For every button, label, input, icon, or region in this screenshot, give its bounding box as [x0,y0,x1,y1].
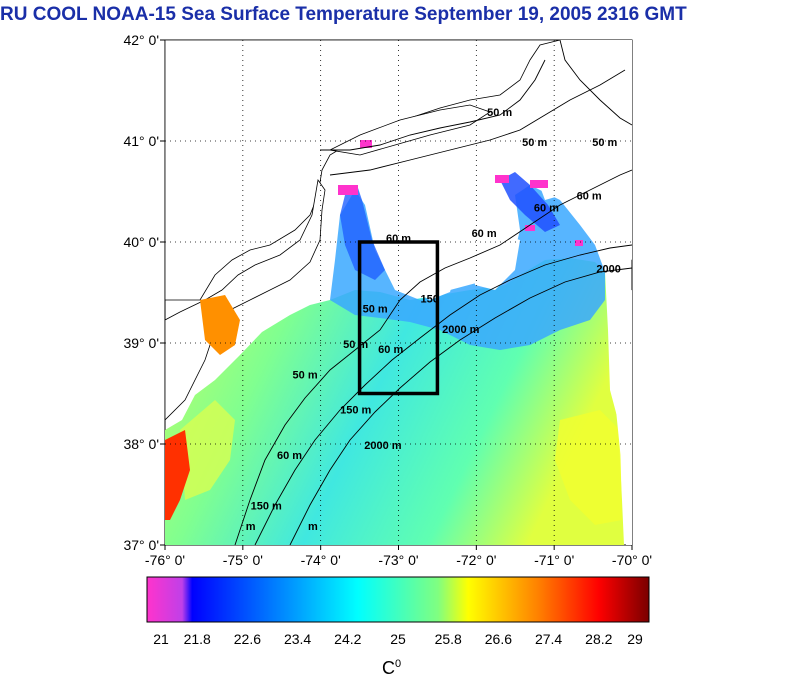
contour-label: 2000 m [442,324,480,336]
contour-label: 50 m [363,304,388,316]
contour-labels: 50 m 50 m 50 m 60 m 60 m 60 m 60 m 2000 150 2000 … [246,107,621,533]
contour-label: 150 [420,294,438,306]
colorbar-tick-label: 22.6 [234,631,261,647]
contour-label: 150 m [251,501,282,513]
land-north [165,40,561,301]
colorbar-tick-label: 26.6 [485,631,512,647]
lat-tick-label: 37° 0' [123,537,159,553]
lat-tick-label: 39° 0' [123,335,159,351]
contour-label: 60 m [577,191,602,203]
chesapeake-warm [165,430,190,520]
contour-label: 50 m [487,107,512,119]
contour-label: 60 m [378,344,403,356]
graticule [165,40,632,545]
contour-label: m [246,521,256,533]
colorbar-tick-label: 27.4 [535,631,562,647]
lat-tick-label: 41° 0' [123,133,159,149]
contour-label: 60 m [472,228,497,240]
colorbar-tick-label: 21 [153,631,169,647]
unit-superscript: 0 [395,658,402,670]
colorbar-tick-label: 23.4 [284,631,311,647]
sst-cool-band [330,185,605,350]
colorbar-tick-label: 25.8 [435,631,462,647]
contour-label: 50 m [293,369,318,381]
colorbar-ticks: 21 21.8 22.6 23.4 24.2 25 25.8 26.6 27.4 28.2 29 [153,631,643,647]
colorbar-tick-label: 29 [627,631,643,647]
colorbar-tick-label: 25 [390,631,406,647]
lon-tick-label: -70° 0' [612,552,652,568]
contour-label: 60 m [534,203,559,215]
lon-tick-label: -75° 0' [223,552,263,568]
colorbar-unit: C0 [382,658,401,679]
contour-label: 50 m [343,339,368,351]
lon-tick-label: -72° 0' [456,552,496,568]
unit-label: C [382,658,395,678]
delaware-bay [200,295,240,355]
lat-tick-label: 38° 0' [123,436,159,452]
colorbar-tick-label: 28.2 [585,631,612,647]
axis-labels: -76° 0' -75° 0' -74° 0' -73° 0' -72° 0' -71° … [123,32,652,568]
lon-tick-label: -71° 0' [534,552,574,568]
lat-tick-label: 42° 0' [123,32,159,48]
map-title: RU COOL NOAA-15 Sea Surface Temperature … [0,4,687,25]
colorbar [146,576,650,623]
contour-label: m [308,521,318,533]
study-area-box [357,240,440,396]
contour-label: 60 m [386,233,411,245]
contour-label: 50 m [592,137,617,149]
contour-label: 50 m [522,137,547,149]
contour-label: 60 m [277,450,302,462]
contour-label: 150 m [340,405,371,417]
lon-tick-label: -76° 0' [145,552,185,568]
contour-label: 2000 [596,263,620,275]
lon-tick-label: -74° 0' [301,552,341,568]
lat-tick-label: 40° 0' [123,234,159,250]
contour-label: 2000 m [364,440,402,452]
colorbar-tick-label: 24.2 [334,631,361,647]
bathymetry-contours [234,40,632,545]
colorbar-tick-label: 21.8 [184,631,211,647]
lon-tick-label: -73° 0' [378,552,418,568]
